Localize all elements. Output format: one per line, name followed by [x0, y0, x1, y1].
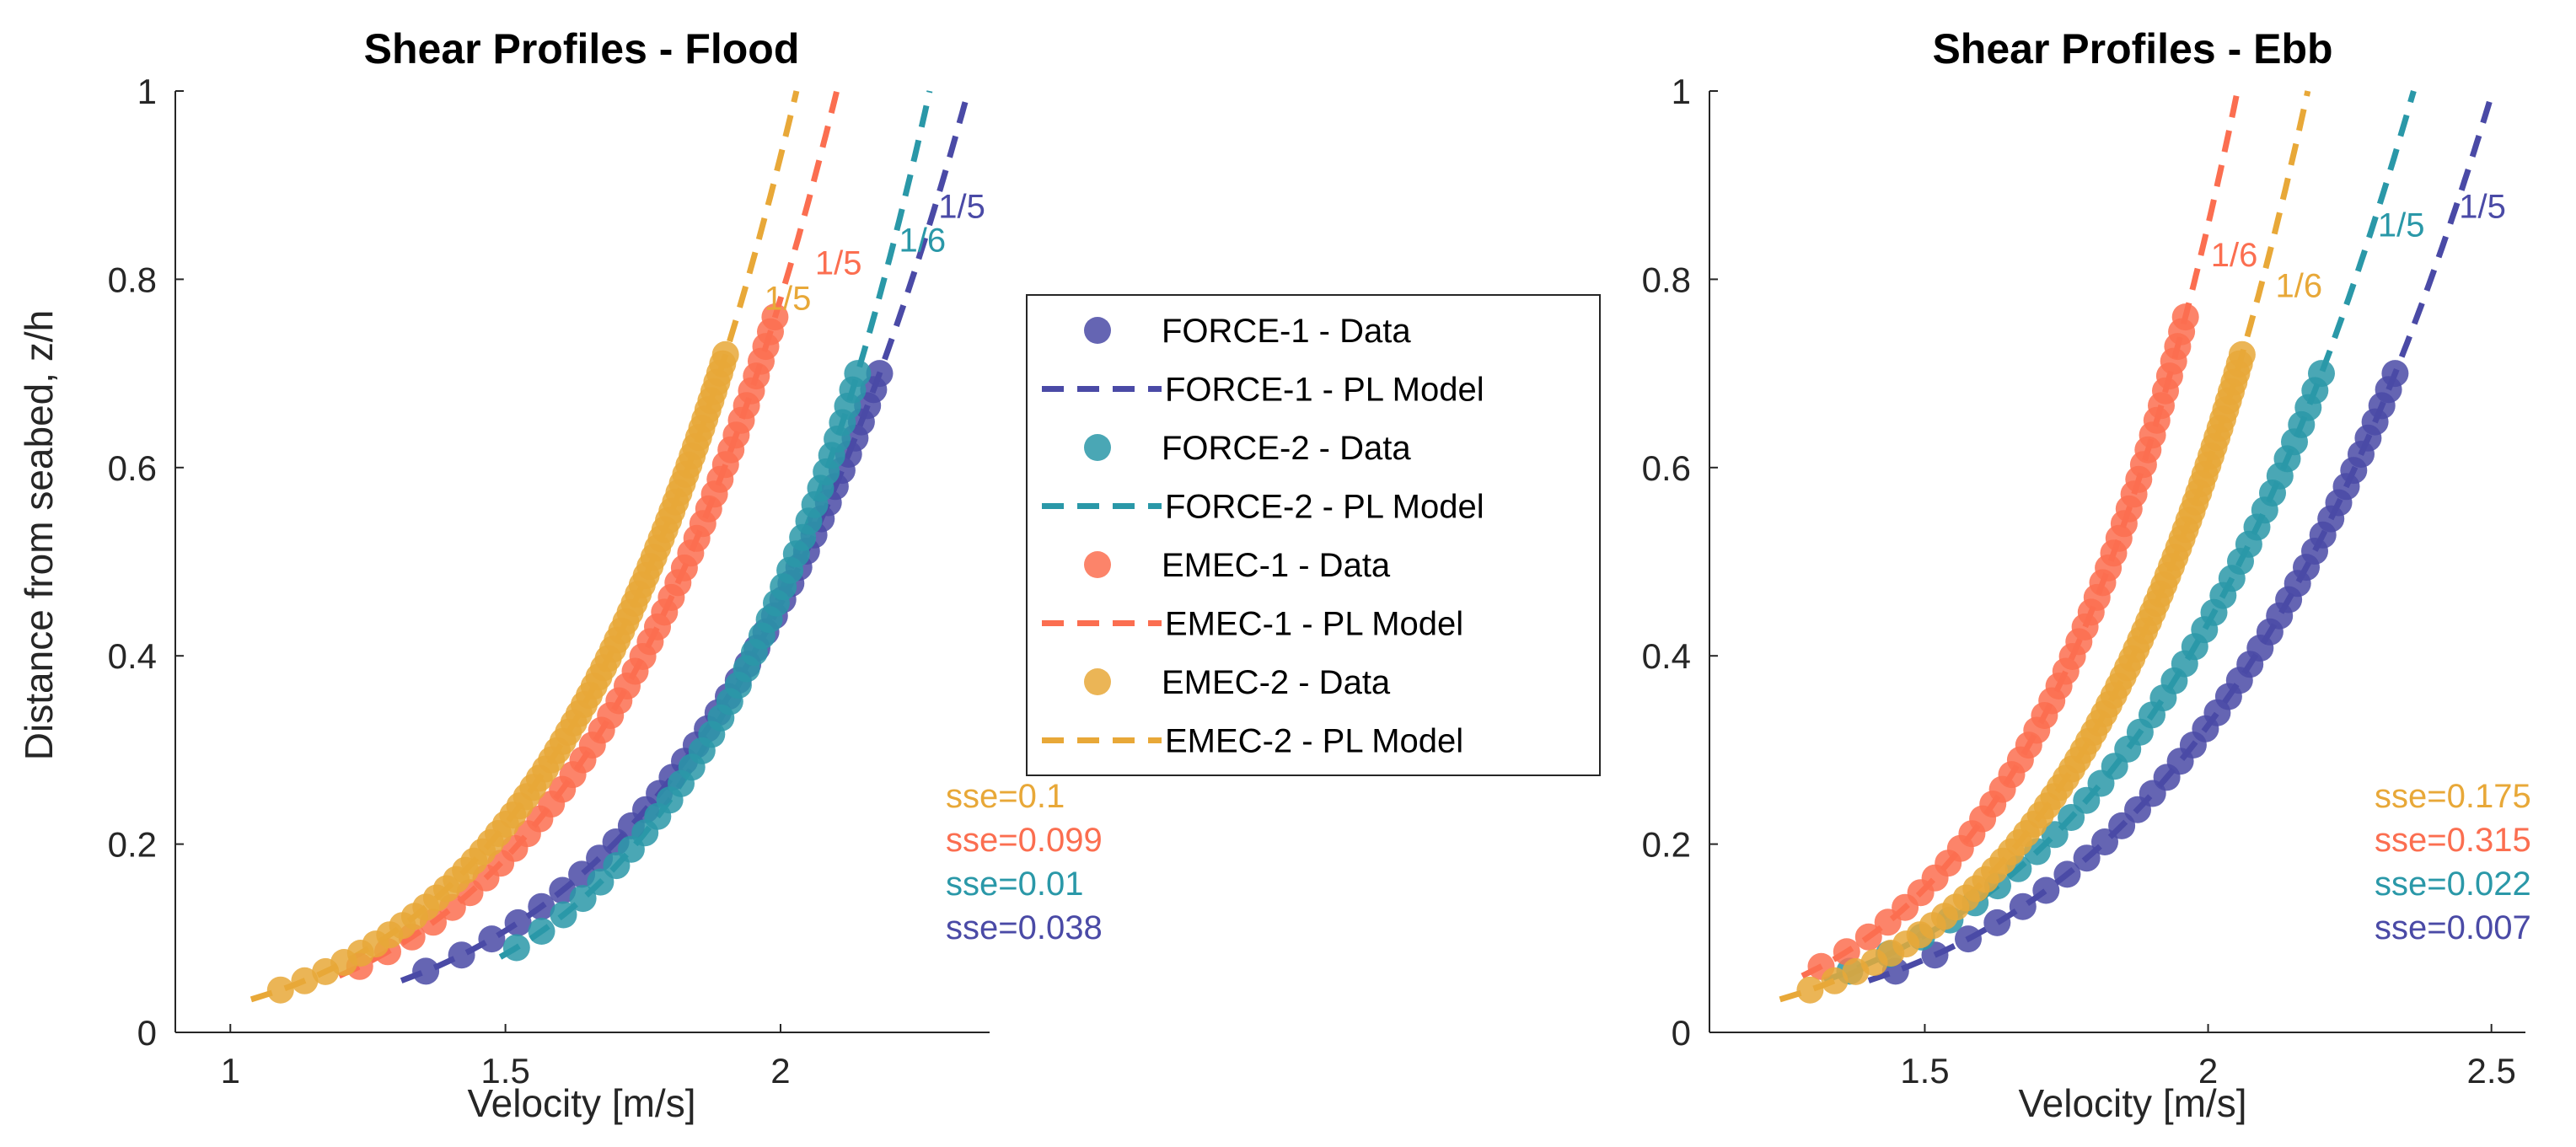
flood-emec1-exponent-label: 1/5: [815, 244, 862, 281]
ebb-ytick-label: 0.6: [1642, 448, 1691, 488]
flood-xtick-label: 1: [221, 1051, 240, 1091]
flood-force1-data-point: [866, 360, 894, 388]
flood-emec1-data-point: [761, 303, 789, 331]
legend-box: [1026, 294, 1601, 776]
flood-emec2-data-point: [291, 967, 319, 994]
flood-emec2-model-line: [250, 90, 800, 1003]
ebb-force1-exponent-label: 1/5: [2459, 188, 2506, 225]
flood-emec2-data-point: [711, 340, 739, 368]
flood-force2-data-point: [550, 901, 577, 929]
flood-ytick-label: 0: [137, 1013, 157, 1053]
flood-force2-data-point: [528, 918, 555, 945]
flood-ytick-label: 0.6: [108, 448, 157, 488]
flood-force1-data-point: [478, 925, 506, 953]
flood-force1-data-point: [448, 941, 475, 969]
flood-force1-data-point: [528, 892, 555, 920]
flood-xtick-label: 2: [770, 1051, 790, 1091]
legend-label: FORCE-2 - Data: [1162, 430, 1411, 467]
ebb-force2-sse-label: sse=0.022: [2375, 866, 2531, 903]
ebb-force1-data-point: [1955, 925, 1982, 953]
ebb-force1-data-point: [2091, 828, 2118, 855]
ebb-emec1-data-point: [2171, 303, 2199, 331]
legend-label: EMEC-2 - Data: [1162, 664, 1391, 701]
ebb-emec2-data-point: [1796, 976, 1824, 1004]
ebb-emec1-sse-label: sse=0.315: [2375, 822, 2531, 859]
flood-emec2-data-point: [266, 976, 294, 1004]
ebb-xtick-label: 1.5: [1900, 1051, 1949, 1091]
flood-force2-exponent-label: 1/6: [899, 222, 946, 260]
ebb-force2-data-point: [2308, 360, 2335, 388]
flood-force2-data-point: [844, 360, 872, 388]
ebb-force1-sse-label: sse=0.007: [2375, 909, 2531, 946]
legend-label: EMEC-1 - PL Model: [1165, 606, 1463, 643]
flood-force1-data-point: [412, 957, 440, 985]
flood-force1-model-line: [400, 90, 972, 984]
legend-marker-emec1: [1084, 551, 1111, 578]
ebb-ytick-label: 0.8: [1642, 260, 1691, 299]
ebb-emec2-sse-label: sse=0.175: [2375, 778, 2531, 815]
ebb-xtick-label: 2.5: [2466, 1051, 2515, 1091]
flood-force1-exponent-label: 1/5: [938, 188, 985, 225]
ebb-force1-data-point: [2032, 876, 2060, 904]
ebb-force2-data-point: [2041, 821, 2069, 849]
legend-label: EMEC-2 - PL Model: [1165, 723, 1463, 760]
ebb-plot-title: Shear Profiles - Ebb: [1932, 25, 2332, 72]
ebb-ytick-label: 0: [1672, 1013, 1691, 1053]
ebb-ytick-label: 0.2: [1642, 825, 1691, 865]
ebb-force1-data-point: [2381, 360, 2409, 388]
ebb-force1-data-point: [2053, 860, 2081, 888]
flood-ytick-label: 1: [137, 72, 157, 111]
legend-label: FORCE-1 - PL Model: [1165, 372, 1484, 409]
legend: FORCE-1 - Data FORCE-1 - PL Model FORCE-2 …: [1026, 294, 1601, 776]
ebb-emec2-exponent-label: 1/6: [2275, 268, 2322, 305]
ebb-plot-area: [1779, 89, 2496, 1004]
legend-label: EMEC-1 - Data: [1162, 547, 1391, 584]
legend-marker-force1: [1084, 317, 1111, 344]
flood-ytick-label: 0.4: [108, 636, 157, 676]
flood-xtick-label: 1.5: [480, 1051, 529, 1091]
ebb-force1-data-point: [2073, 844, 2101, 872]
flood-force1-data-point: [549, 876, 577, 904]
flood-force2-data-point: [502, 934, 530, 962]
ebb-plot: Shear Profiles - Ebb Velocity [m/s] 0 0.2…: [1642, 25, 2531, 1125]
ebb-ytick-label: 1: [1672, 72, 1691, 111]
legend-label: FORCE-1 - Data: [1162, 313, 1411, 350]
flood-ylabel: Distance from seabed, z/h: [17, 310, 61, 760]
flood-force2-sse-label: sse=0.01: [946, 866, 1083, 903]
legend-marker-force2: [1084, 434, 1111, 461]
ebb-force2-exponent-label: 1/5: [2378, 207, 2425, 244]
flood-ytick-label: 0.8: [108, 260, 157, 299]
ebb-force1-data-point: [1983, 908, 2011, 936]
flood-plot: Shear Profiles - Flood Distance from sea…: [17, 25, 1103, 1125]
ebb-ytick-label: 0.4: [1642, 636, 1691, 676]
flood-ytick-label: 0.2: [108, 825, 157, 865]
flood-force2-data-point: [569, 885, 597, 913]
ebb-xtick-label: 2: [2198, 1051, 2218, 1091]
flood-force1-data-point: [504, 908, 532, 936]
ebb-emec1-data-point: [1854, 923, 1882, 951]
flood-plot-title: Shear Profiles - Flood: [364, 25, 800, 72]
flood-plot-area: [250, 90, 972, 1004]
flood-force1-sse-label: sse=0.038: [946, 909, 1103, 946]
flood-emec1-sse-label: sse=0.099: [946, 822, 1103, 859]
ebb-emec1-exponent-label: 1/6: [2211, 237, 2258, 274]
ebb-force1-data-point: [2009, 892, 2037, 920]
flood-xlabel: Velocity [m/s]: [468, 1081, 696, 1125]
flood-emec2-exponent-label: 1/5: [765, 281, 812, 318]
legend-label: FORCE-2 - PL Model: [1165, 489, 1484, 526]
ebb-emec2-data-point: [1821, 967, 1849, 994]
legend-marker-emec2: [1084, 668, 1111, 695]
flood-emec2-sse-label: sse=0.1: [946, 778, 1065, 815]
ebb-xlabel: Velocity [m/s]: [2019, 1081, 2247, 1125]
ebb-emec2-data-point: [2228, 340, 2256, 368]
